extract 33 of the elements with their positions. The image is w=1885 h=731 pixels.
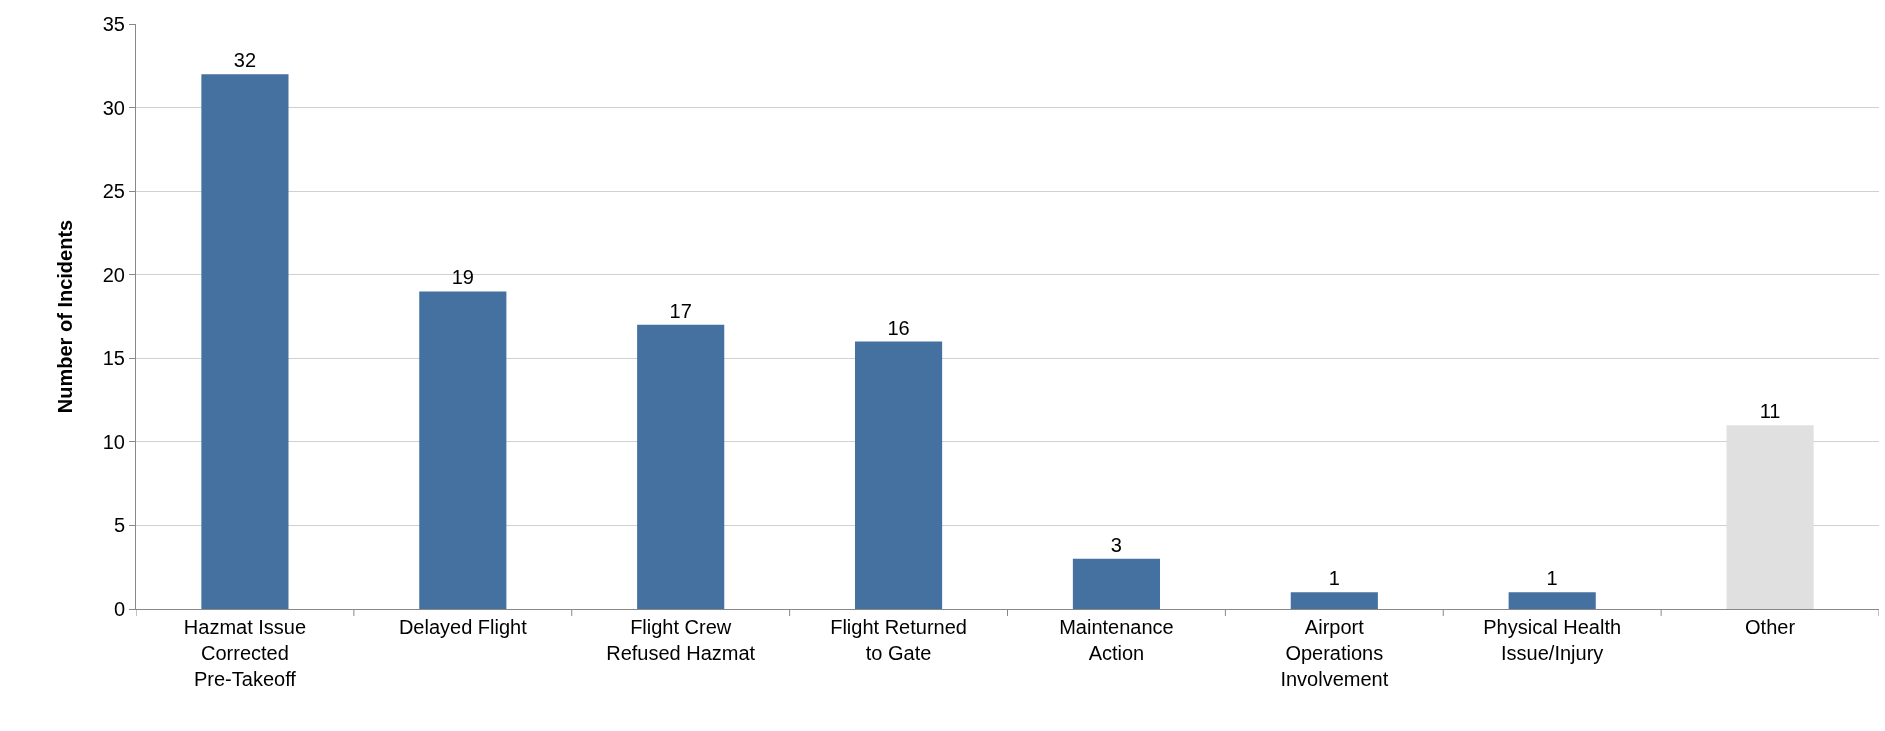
bar xyxy=(637,324,725,609)
data-label: 32 xyxy=(233,49,257,72)
y-tick-label: 0 xyxy=(113,598,125,620)
x-tick-label: Other xyxy=(1745,616,1796,638)
data-label: 1 xyxy=(1328,567,1340,590)
bar xyxy=(1072,558,1161,609)
y-tick-label: 15 xyxy=(102,347,125,370)
x-tick-label: Flight Crew Refused Hazmat xyxy=(606,616,756,664)
y-tick-label: 35 xyxy=(102,13,125,35)
data-label: 17 xyxy=(669,299,692,322)
bar xyxy=(419,291,507,609)
data-label: 11 xyxy=(1759,400,1781,423)
x-tick-label: Airport Operations Involvement xyxy=(1280,616,1389,690)
data-label: 16 xyxy=(887,316,910,339)
x-tick-label: Physical Health Issue/Injury xyxy=(1483,616,1622,664)
y-tick-label: 25 xyxy=(102,180,125,203)
bar xyxy=(854,341,943,609)
x-tick-label: Flight Returned to Gate xyxy=(830,616,967,664)
bar xyxy=(201,74,289,609)
x-tick-label: Hazmat Issue Corrected Pre-Takeoff xyxy=(183,616,307,690)
data-label: 19 xyxy=(451,266,474,289)
bar xyxy=(1290,592,1378,609)
data-label: 3 xyxy=(1110,533,1122,556)
x-tick-label: Maintenance Action xyxy=(1059,616,1174,664)
x-tick-label: Delayed Flight xyxy=(398,616,528,638)
bar xyxy=(1726,425,1814,609)
y-tick-label: 20 xyxy=(102,263,125,286)
y-tick-label: 5 xyxy=(113,514,125,537)
y-axis-title: Number of Incidents xyxy=(54,219,77,414)
y-tick-label: 30 xyxy=(102,96,125,119)
data-label: 1 xyxy=(1546,567,1558,590)
y-tick-label: 10 xyxy=(102,430,125,453)
bar xyxy=(1508,592,1596,609)
